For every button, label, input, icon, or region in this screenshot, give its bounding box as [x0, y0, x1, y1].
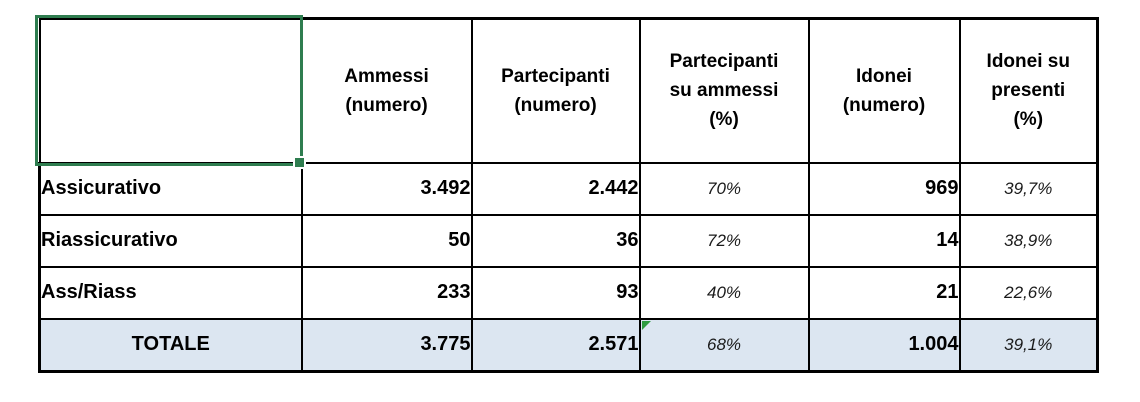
table-row-assicurativo: Assicurativo 3.492 2.442 70% 969 39,7%	[38, 161, 1099, 216]
cell-totale-partecipanti-su-ammessi[interactable]: 68%	[638, 317, 810, 373]
cell-riassicurativo-partecipanti-su-ammessi[interactable]: 72%	[638, 213, 810, 268]
cell-riassicurativo-ammessi[interactable]: 50	[300, 213, 473, 268]
col-header-partecipanti[interactable]: Partecipanti (numero)	[470, 17, 641, 164]
col-header-idonei[interactable]: Idonei (numero)	[807, 17, 961, 164]
table-row-totale: TOTALE 3.775 2.571 68% 1.004 39,1%	[38, 317, 1099, 373]
fill-handle[interactable]	[293, 156, 306, 169]
table-row-ass-riass: Ass/Riass 233 93 40% 21 22,6%	[38, 265, 1099, 320]
header-row: Ammessi (numero) Partecipanti (numero) P…	[38, 17, 1099, 164]
col-header-ammessi[interactable]: Ammessi (numero)	[300, 17, 473, 164]
cell-riassicurativo-partecipanti[interactable]: 36	[470, 213, 641, 268]
cell-ass-riass-idonei[interactable]: 21	[807, 265, 961, 320]
cell-totale-idonei[interactable]: 1.004	[807, 317, 961, 373]
selected-corner-cell[interactable]	[38, 17, 303, 164]
col-header-idonei-su-presenti[interactable]: Idonei su presenti (%)	[958, 17, 1099, 164]
col-header-partecipanti-su-ammessi[interactable]: Partecipanti su ammessi (%)	[638, 17, 810, 164]
row-label-totale[interactable]: TOTALE	[38, 317, 303, 373]
cell-totale-partecipanti-su-ammessi-value: 68%	[706, 334, 742, 354]
cell-ass-riass-idonei-su-presenti[interactable]: 22,6%	[958, 265, 1099, 320]
cell-totale-ammessi[interactable]: 3.775	[300, 317, 473, 373]
cell-assicurativo-partecipanti[interactable]: 2.442	[470, 161, 641, 216]
cell-riassicurativo-idonei-su-presenti[interactable]: 38,9%	[958, 213, 1099, 268]
cell-assicurativo-partecipanti-su-ammessi[interactable]: 70%	[638, 161, 810, 216]
results-table: Ammessi (numero) Partecipanti (numero) P…	[38, 17, 1099, 373]
cell-selection-border	[35, 15, 306, 169]
cell-assicurativo-idonei-su-presenti[interactable]: 39,7%	[958, 161, 1099, 216]
table-row-riassicurativo: Riassicurativo 50 36 72% 14 38,9%	[38, 213, 1099, 268]
comment-marker-icon	[641, 320, 651, 330]
row-label-assicurativo[interactable]: Assicurativo	[38, 161, 303, 216]
cell-totale-partecipanti[interactable]: 2.571	[470, 317, 641, 373]
cell-ass-riass-ammessi[interactable]: 233	[300, 265, 473, 320]
cell-ass-riass-partecipanti-su-ammessi[interactable]: 40%	[638, 265, 810, 320]
row-label-riassicurativo[interactable]: Riassicurativo	[38, 213, 303, 268]
row-label-ass-riass[interactable]: Ass/Riass	[38, 265, 303, 320]
cell-assicurativo-ammessi[interactable]: 3.492	[300, 161, 473, 216]
cell-ass-riass-partecipanti[interactable]: 93	[470, 265, 641, 320]
cell-assicurativo-idonei[interactable]: 969	[807, 161, 961, 216]
cell-riassicurativo-idonei[interactable]: 14	[807, 213, 961, 268]
cell-totale-idonei-su-presenti[interactable]: 39,1%	[958, 317, 1099, 373]
